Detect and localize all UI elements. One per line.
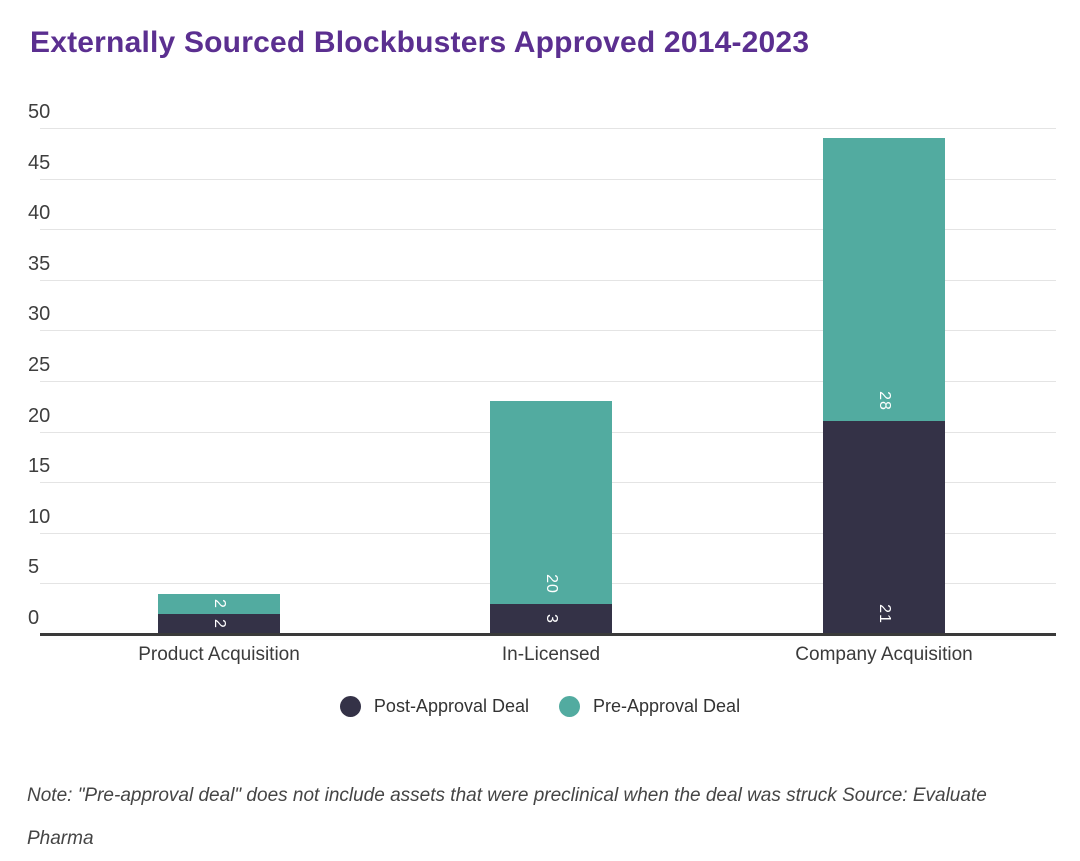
gridline-35 [40, 279, 1056, 281]
y-tick-label-25: 25 [28, 354, 51, 376]
bar-value-label: 20 [543, 573, 560, 594]
bar-segment-pre_approval-2 [490, 401, 612, 604]
legend-label-pre-approval: Pre-Approval Deal [593, 696, 741, 716]
footnote: Note: "Pre-approval deal" does not inclu… [27, 785, 987, 849]
legend-item-pre-approval: Pre-Approval Deal [559, 696, 740, 717]
pre-approval-dot-icon [559, 696, 580, 717]
bar-value-label: 2 [211, 618, 228, 629]
category-label-3: Company Acquisition [795, 644, 973, 665]
gridline-30 [40, 330, 1056, 332]
bar-segment-post_approval-2 [490, 603, 612, 634]
bar-value-label: 28 [876, 391, 893, 412]
y-tick-label-5: 5 [28, 556, 40, 579]
chart-title: Externally Sourced Blockbusters Approved… [30, 26, 810, 59]
y-tick-label-45: 45 [28, 151, 51, 174]
gridline-50 [40, 128, 1056, 129]
bar-value-label: 21 [876, 604, 893, 624]
legend-item-post-approval: Post-Approval Deal [339, 696, 529, 717]
bar-segment-pre_approval-3 [823, 138, 945, 422]
category-label-2: In-Licensed [501, 644, 601, 665]
y-tick-label-30: 30 [28, 303, 51, 326]
post-approval-dot-icon [339, 696, 361, 717]
bar-segment-post_approval-3 [823, 421, 945, 634]
bar-segment-pre_approval-1 [158, 593, 280, 614]
y-tick-label-50: 50 [28, 101, 51, 123]
bar-value-label: 3 [543, 613, 560, 624]
y-tick-label-35: 35 [28, 252, 51, 275]
y-tick-label-40: 40 [28, 202, 51, 225]
y-tick-label-10: 10 [28, 505, 51, 528]
y-tick-label-0: 0 [28, 607, 40, 629]
y-tick-label-15: 15 [28, 455, 51, 478]
bar-segment-post_approval-1 [158, 613, 280, 634]
y-tick-label-20: 20 [28, 404, 51, 427]
x-axis-line [40, 633, 1056, 636]
category-label-1: Product Acquisition [138, 644, 300, 665]
gridline-45 [40, 178, 1056, 180]
bar-value-label: 2 [211, 598, 228, 609]
legend: Post-Approval Deal Pre-Approval Deal [0, 696, 1080, 717]
gridline-25 [40, 381, 1056, 382]
legend-label-post-approval: Post-Approval Deal [373, 696, 529, 716]
gridline-40 [40, 229, 1056, 231]
